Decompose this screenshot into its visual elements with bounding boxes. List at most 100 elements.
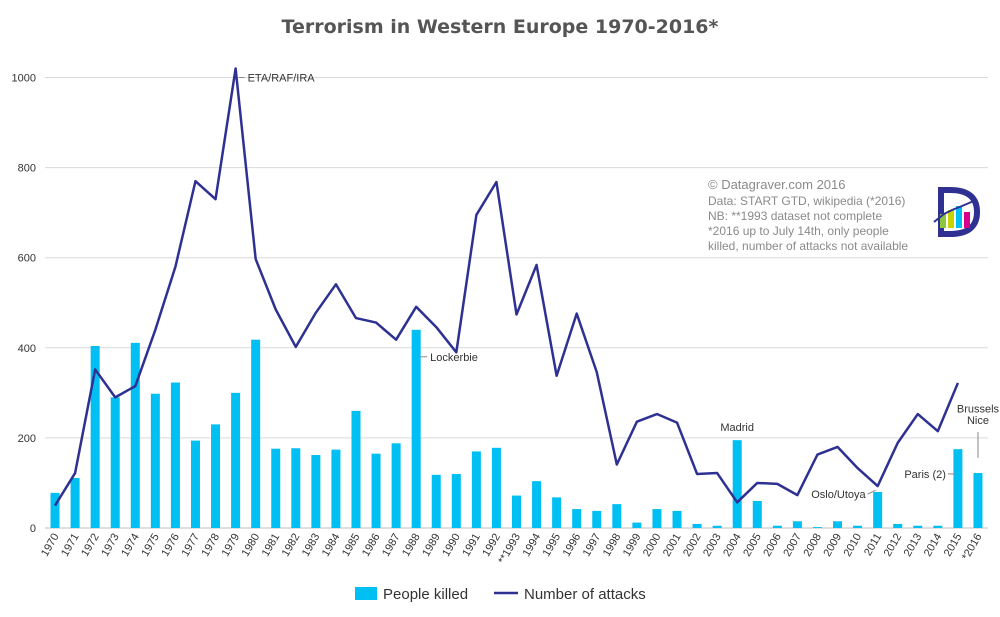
x-tick-label: 1970: [39, 532, 62, 559]
bar-1990: [451, 473, 461, 528]
bar-**1993: [512, 495, 521, 528]
bar-1988: [411, 329, 421, 528]
credit-line-5: killed, number of attacks not available: [708, 239, 908, 253]
logo-bar-3: [956, 206, 962, 228]
x-tick-label: 2001: [661, 532, 684, 559]
bar-2002: [692, 523, 702, 528]
bar-1991: [471, 451, 481, 528]
x-tick-label: 1975: [139, 532, 162, 559]
legend-label-people-killed: People killed: [383, 586, 468, 603]
annotation-label: Lockerbie: [430, 352, 478, 364]
bar-1987: [391, 443, 401, 528]
bar-2012: [893, 523, 903, 528]
bar-2000: [652, 509, 662, 528]
logo-trend-line: [933, 199, 977, 223]
x-tick-label: 1982: [280, 532, 303, 559]
x-tick-label: 2003: [701, 532, 724, 559]
x-tick-label: 1972: [79, 532, 102, 559]
x-tick-label: 1977: [179, 532, 202, 559]
bar-1977: [190, 440, 200, 528]
x-tick-label: 1996: [561, 532, 584, 559]
bar-1983: [311, 455, 321, 528]
logo-bar-1: [940, 214, 946, 228]
bar-1978: [211, 424, 221, 528]
x-tick-label: 1988: [400, 532, 423, 559]
bar-1973: [110, 397, 120, 528]
bar-2013: [913, 525, 923, 528]
logo-bar-2: [948, 210, 954, 228]
x-tick-label: 2004: [721, 532, 744, 559]
x-tick-label: 2008: [801, 532, 824, 559]
x-tick-label: 1998: [601, 532, 624, 559]
credit-line-2: Data: START GTD, wikipedia (*2016): [708, 194, 905, 208]
bar-1996: [572, 509, 582, 528]
annotation-leader: [867, 489, 876, 495]
annotation-label: ETA/RAF/IRA: [248, 73, 316, 85]
bar-2010: [853, 525, 863, 528]
y-tick-label: 600: [18, 253, 36, 265]
x-tick-label: 2011: [862, 532, 884, 558]
x-tick-label: 1978: [200, 532, 223, 559]
logo-d-shape: [938, 187, 981, 237]
x-tick-label: 1983: [300, 532, 323, 559]
bar-2011: [873, 491, 883, 528]
x-tick-label: 1973: [99, 532, 122, 559]
bar-2004: [732, 440, 742, 528]
x-tick-label: *2016: [960, 532, 985, 563]
y-tick-label: 200: [18, 433, 36, 445]
gridlines: [45, 77, 988, 529]
bar-1998: [612, 504, 622, 528]
credit-line-3: NB: **1993 dataset not complete: [708, 209, 882, 223]
y-tick-label: 1000: [12, 73, 36, 85]
x-tick-label: 1994: [521, 532, 544, 559]
x-tick-label: 1987: [380, 532, 403, 559]
bar-1972: [90, 346, 100, 528]
legend: People killed Number of attacks: [355, 586, 646, 603]
x-tick-label: 1989: [420, 532, 443, 559]
bar-series-people-killed: [50, 329, 983, 528]
annotation-label: Oslo/Utoya: [811, 489, 866, 501]
bar-1976: [170, 382, 180, 528]
legend-label-number-of-attacks: Number of attacks: [524, 586, 646, 603]
bar-1975: [150, 393, 160, 528]
annotation-label: Madrid: [720, 422, 754, 434]
bar-*2016: [973, 473, 983, 528]
annotations: ETA/RAF/IRA Lockerbie Madrid Oslo/Utoya Pari…: [238, 73, 1000, 501]
bar-2014: [933, 525, 943, 528]
bar-1985: [351, 410, 361, 528]
bar-1999: [632, 522, 642, 528]
y-tick-label: 800: [18, 163, 36, 175]
x-tick-label: 2012: [882, 532, 905, 559]
x-tick-label: 1997: [581, 532, 604, 559]
bar-1995: [552, 497, 562, 528]
annotation-label: Brussels: [957, 404, 1000, 416]
x-tick-label: 1981: [260, 532, 283, 559]
x-tick-label: 1995: [541, 532, 564, 559]
bar-2006: [772, 525, 782, 528]
legend-swatch-people-killed: [355, 587, 377, 600]
y-tick-label: 400: [18, 343, 36, 355]
bar-1984: [331, 449, 341, 528]
bar-2008: [812, 527, 822, 528]
x-axis: 1970197119721973197419751976197719781979…: [39, 532, 985, 567]
bar-2001: [672, 510, 682, 528]
attacks-line: [53, 67, 960, 507]
x-tick-label: 1985: [340, 532, 363, 559]
x-tick-label: 2010: [842, 532, 865, 559]
x-tick-label: 2000: [641, 532, 664, 559]
x-tick-label: 1976: [159, 532, 182, 559]
bar-1989: [431, 474, 441, 528]
x-tick-label: 1999: [621, 532, 644, 559]
bar-1980: [251, 339, 261, 528]
bar-1982: [291, 448, 301, 528]
datagraver-logo: [933, 187, 981, 237]
x-tick-label: 1971: [59, 532, 82, 559]
bar-2015: [953, 449, 963, 528]
x-tick-label: 2013: [902, 532, 925, 559]
line-series-number-of-attacks: [53, 67, 960, 507]
bar-1992: [491, 447, 501, 528]
bar-2007: [792, 521, 802, 528]
x-tick-label: 2002: [681, 532, 704, 559]
